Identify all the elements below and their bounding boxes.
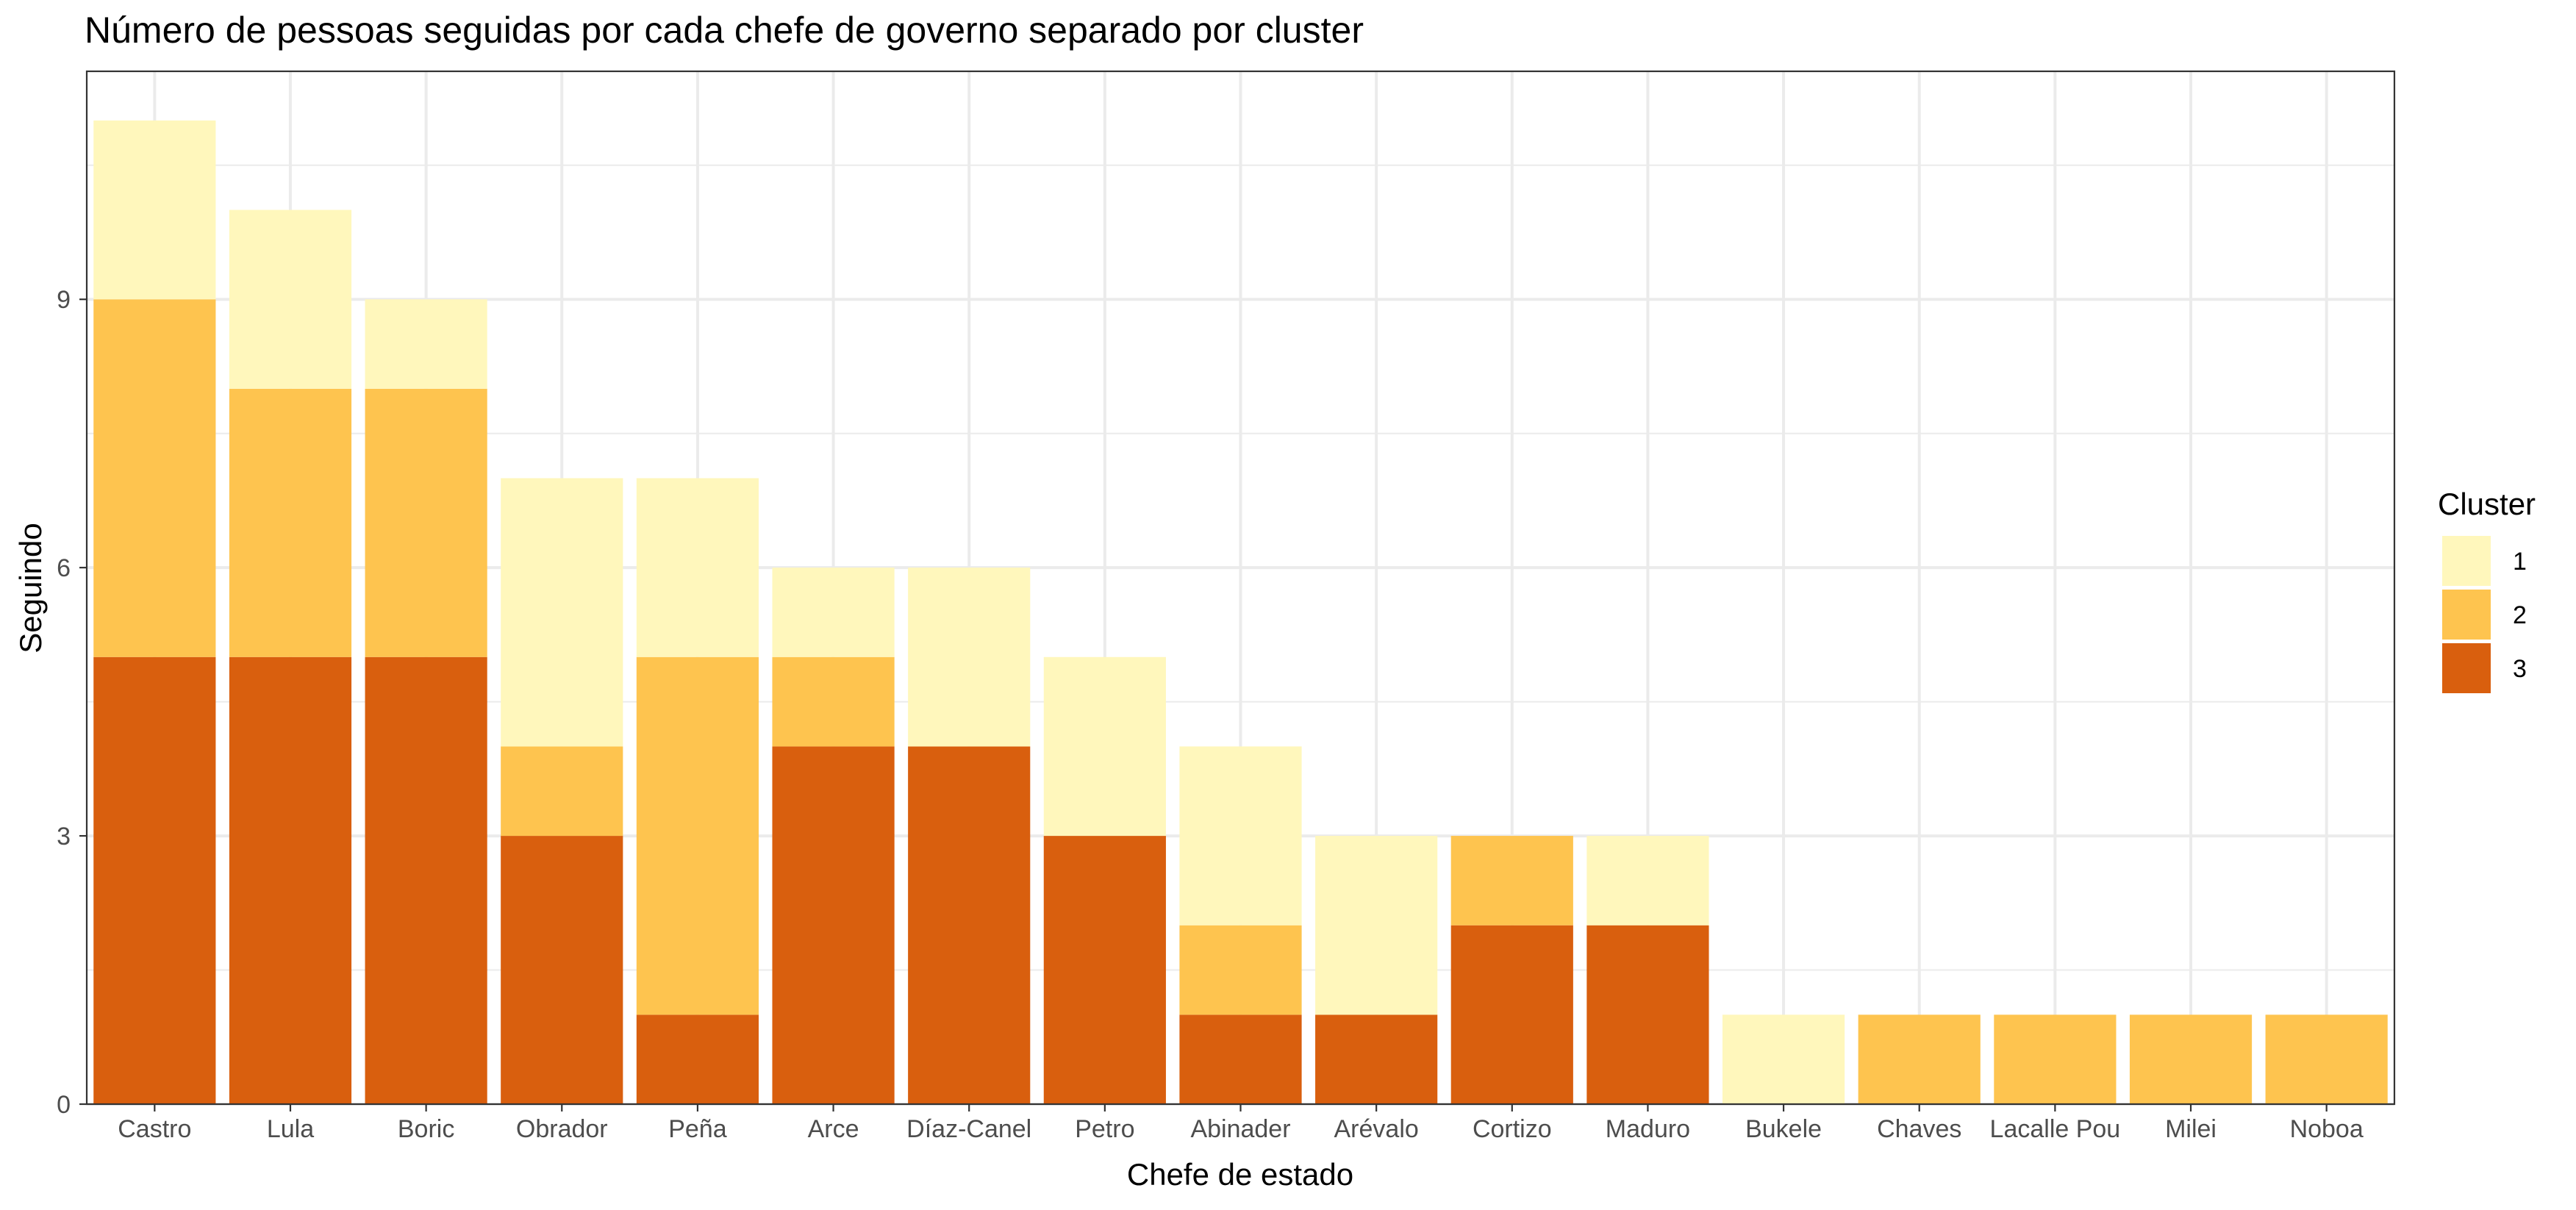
x-tick-label: Bukele bbox=[1745, 1115, 1822, 1143]
bar-Bukele-cluster-1 bbox=[1722, 1014, 1845, 1104]
bar-Petro-cluster-3 bbox=[1043, 836, 1166, 1104]
x-tick-label: Obrador bbox=[516, 1115, 608, 1143]
bar-Maduro-cluster-1 bbox=[1586, 836, 1709, 926]
bar-Abinader-cluster-2 bbox=[1179, 925, 1302, 1015]
bar-Díaz-Canel-cluster-1 bbox=[908, 568, 1031, 747]
bar-Lacalle Pou-cluster-2 bbox=[1994, 1014, 2117, 1104]
x-axis-title: Chefe de estado bbox=[1127, 1157, 1353, 1192]
x-tick-label: Arce bbox=[808, 1115, 859, 1143]
legend-label-1: 1 bbox=[2513, 548, 2527, 576]
legend-key-1 bbox=[2442, 536, 2491, 586]
x-tick-label: Arévalo bbox=[1334, 1115, 1419, 1143]
bar-Arce-cluster-2 bbox=[772, 656, 895, 747]
y-tick-label: 6 bbox=[57, 554, 71, 582]
bar-Arce-cluster-3 bbox=[772, 746, 895, 1104]
x-tick-label: Díaz-Canel bbox=[906, 1115, 1031, 1143]
bar-Obrador-cluster-1 bbox=[501, 478, 623, 747]
bar-Díaz-Canel-cluster-3 bbox=[908, 746, 1031, 1104]
bar-Petro-cluster-1 bbox=[1043, 656, 1166, 837]
bar-Arévalo-cluster-1 bbox=[1315, 836, 1438, 1015]
x-tick-label: Boric bbox=[398, 1115, 454, 1143]
bar-Peña-cluster-2 bbox=[636, 656, 759, 1015]
y-tick-label: 3 bbox=[57, 823, 71, 851]
bar-Castro-cluster-2 bbox=[93, 299, 216, 657]
bar-Noboa-cluster-2 bbox=[2265, 1014, 2388, 1104]
bar-Boric-cluster-1 bbox=[365, 299, 487, 389]
bar-Arce-cluster-1 bbox=[772, 568, 895, 657]
legend: Cluster 1 2 3 bbox=[2438, 487, 2536, 693]
x-tick-label: Abinader bbox=[1190, 1115, 1290, 1143]
bar-Peña-cluster-1 bbox=[636, 478, 759, 657]
bars-layer bbox=[93, 120, 2388, 1104]
bar-Castro-cluster-3 bbox=[93, 656, 216, 1104]
x-tick-label: Maduro bbox=[1606, 1115, 1690, 1143]
x-tick-label: Lula bbox=[267, 1115, 314, 1143]
bar-Cortizo-cluster-2 bbox=[1450, 836, 1573, 926]
axis-layer: 0 3 6 9 Castro Lula Boric Obrador Peña Arce Díaz-C… bbox=[57, 286, 2364, 1143]
bar-Boric-cluster-2 bbox=[365, 388, 487, 657]
legend-key-3 bbox=[2442, 643, 2491, 693]
bar-Abinader-cluster-1 bbox=[1179, 746, 1302, 926]
bar-Arévalo-cluster-3 bbox=[1315, 1014, 1438, 1104]
legend-title: Cluster bbox=[2438, 487, 2536, 521]
bar-Lula-cluster-1 bbox=[229, 210, 352, 389]
x-tick-label: Chaves bbox=[1877, 1115, 1961, 1143]
bar-Maduro-cluster-3 bbox=[1586, 925, 1709, 1104]
x-tick-label: Peña bbox=[668, 1115, 726, 1143]
bar-Cortizo-cluster-3 bbox=[1450, 925, 1573, 1104]
bar-Obrador-cluster-2 bbox=[501, 746, 623, 837]
bar-Boric-cluster-3 bbox=[365, 656, 487, 1104]
bar-Abinader-cluster-3 bbox=[1179, 1014, 1302, 1104]
legend-label-3: 3 bbox=[2513, 655, 2527, 683]
bar-Chaves-cluster-2 bbox=[1858, 1014, 1981, 1104]
x-tick-label: Castro bbox=[118, 1115, 191, 1143]
bar-Obrador-cluster-3 bbox=[501, 836, 623, 1104]
bar-Peña-cluster-3 bbox=[636, 1014, 759, 1104]
bar-Lula-cluster-2 bbox=[229, 388, 352, 657]
x-tick-label: Noboa bbox=[2290, 1115, 2364, 1143]
x-tick-label: Lacalle Pou bbox=[1990, 1115, 2121, 1143]
legend-key-2 bbox=[2442, 590, 2491, 640]
y-tick-label: 9 bbox=[57, 286, 71, 314]
y-axis-title: Seguindo bbox=[13, 523, 48, 654]
x-tick-label: Milei bbox=[2165, 1115, 2217, 1143]
chart-title: Número de pessoas seguidas por cada chef… bbox=[85, 10, 1364, 51]
bar-Castro-cluster-1 bbox=[93, 120, 216, 300]
bar-Milei-cluster-2 bbox=[2129, 1014, 2253, 1104]
x-tick-label: Cortizo bbox=[1473, 1115, 1552, 1143]
bar-Lula-cluster-3 bbox=[229, 656, 352, 1104]
y-tick-label: 0 bbox=[57, 1091, 71, 1119]
legend-label-2: 2 bbox=[2513, 601, 2527, 629]
x-tick-label: Petro bbox=[1075, 1115, 1134, 1143]
